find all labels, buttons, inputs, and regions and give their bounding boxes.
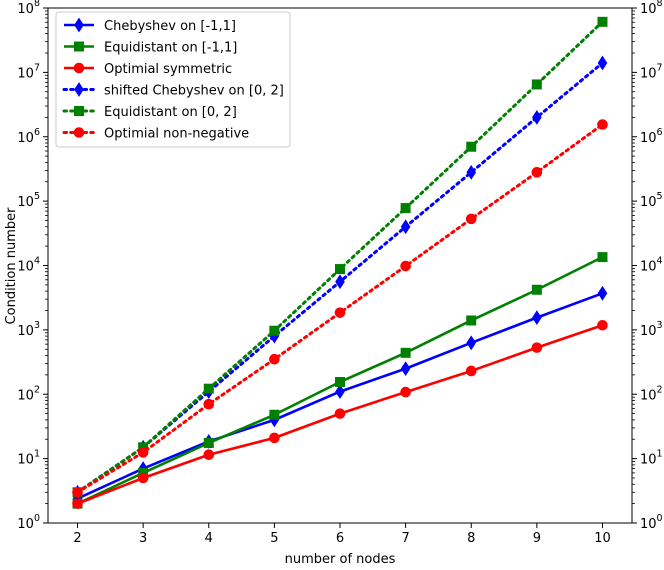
data-point xyxy=(531,167,543,178)
y-tick-label-right: 106 xyxy=(640,127,663,146)
legend-item: Optimial non-negative xyxy=(62,127,249,142)
data-point xyxy=(531,79,542,90)
legend-item: Optimial symmetric xyxy=(64,62,232,77)
data-point xyxy=(269,325,280,336)
x-tick-label: 3 xyxy=(139,531,147,546)
data-point xyxy=(203,449,215,461)
y-tick-label-left: 108 xyxy=(17,0,40,17)
data-point xyxy=(334,307,346,318)
data-point xyxy=(597,285,608,301)
y-tick-label-right: 105 xyxy=(640,191,663,210)
data-point xyxy=(335,264,345,275)
legend-item: Equidistant on [-1,1] xyxy=(64,41,237,56)
data-point xyxy=(532,109,542,125)
x-tick-label: 6 xyxy=(336,531,344,546)
y-tick-label-right: 108 xyxy=(640,0,663,17)
y-tick-label-left: 106 xyxy=(17,127,40,146)
data-point xyxy=(269,432,280,444)
y-axis-label: Condition number xyxy=(4,207,19,325)
data-point xyxy=(400,260,411,272)
legend-item: Chebyshev on [-1,1] xyxy=(64,17,236,34)
ticks-layer: 2 3 4 5 6 7 8 9 10 100 100 101 101 102 102 103 103 104 104… xyxy=(17,0,662,546)
x-tick-label: 4 xyxy=(205,531,213,546)
legend-marker xyxy=(74,41,84,52)
legend-marker xyxy=(73,127,85,138)
data-point xyxy=(597,252,608,263)
x-tick-label: 9 xyxy=(533,531,541,546)
legend-label: Optimial symmetric xyxy=(104,62,232,77)
data-point xyxy=(531,342,543,353)
legend-box xyxy=(55,11,291,148)
data-point xyxy=(400,386,411,398)
y-tick-label-right: 100 xyxy=(640,513,663,532)
x-axis-label: number of nodes xyxy=(285,552,396,567)
legend-label: Equidistant on [-1,1] xyxy=(104,41,237,56)
legend-marker xyxy=(73,62,85,74)
legend-marker xyxy=(74,106,84,116)
data-point xyxy=(203,383,214,394)
data-point xyxy=(335,384,345,400)
x-tick-label: 8 xyxy=(467,531,475,546)
data-point xyxy=(269,353,280,365)
legend-label: shifted Chebyshev on [0, 2] xyxy=(104,84,284,99)
data-point xyxy=(531,284,542,295)
legend-item: shifted Chebyshev on [0, 2] xyxy=(62,82,284,99)
data-point xyxy=(532,310,542,326)
y-tick-label-right: 104 xyxy=(640,256,663,275)
y-tick-label-left: 103 xyxy=(17,320,40,339)
data-point xyxy=(465,365,477,377)
legend-label: Chebyshev on [-1,1] xyxy=(104,19,236,34)
y-tick-label-left: 101 xyxy=(17,449,40,468)
legend-marker xyxy=(74,17,84,33)
data-point xyxy=(466,335,477,351)
data-point xyxy=(72,486,83,498)
y-tick-label-right: 101 xyxy=(640,449,663,468)
data-point xyxy=(400,361,411,377)
data-point xyxy=(335,274,345,290)
data-point xyxy=(466,141,477,152)
data-point xyxy=(597,319,608,331)
data-point xyxy=(335,376,345,387)
data-point xyxy=(203,398,215,410)
data-point xyxy=(269,409,280,420)
x-tick-label: 5 xyxy=(270,531,278,546)
data-point xyxy=(597,119,608,130)
y-tick-label-left: 105 xyxy=(17,191,40,210)
data-point xyxy=(334,408,346,419)
y-tick-label-left: 100 xyxy=(17,513,40,532)
y-tick-label-left: 102 xyxy=(17,384,40,403)
data-point xyxy=(400,347,411,358)
data-point xyxy=(597,16,608,27)
y-tick-label-left: 104 xyxy=(17,256,40,275)
data-point xyxy=(72,498,83,509)
data-point xyxy=(137,447,149,458)
y-tick-label-left: 107 xyxy=(17,62,40,81)
legend-label: Optimial non-negative xyxy=(104,127,249,142)
legend-label: Equidistant on [0, 2] xyxy=(104,105,237,120)
x-tick-label: 7 xyxy=(401,531,409,546)
data-point xyxy=(203,437,214,448)
data-point xyxy=(400,203,411,214)
data-point xyxy=(137,472,149,484)
x-tick-label: 2 xyxy=(73,531,81,546)
y-tick-label-right: 107 xyxy=(640,62,663,81)
legend-item: Equidistant on [0, 2] xyxy=(62,105,237,120)
data-point xyxy=(466,315,477,326)
series-6 xyxy=(72,119,608,498)
data-point xyxy=(466,164,477,180)
series-layer xyxy=(72,16,608,509)
legend-marker xyxy=(74,82,84,97)
legend: Chebyshev on [-1,1] Equidistant on [-1,1]… xyxy=(55,11,291,148)
data-point xyxy=(597,55,608,71)
x-tick-label: 10 xyxy=(594,531,611,546)
data-point xyxy=(400,219,411,235)
data-point xyxy=(465,213,477,225)
y-tick-label-right: 102 xyxy=(640,384,663,403)
series-3 xyxy=(72,319,608,509)
y-tick-label-right: 103 xyxy=(640,320,663,339)
